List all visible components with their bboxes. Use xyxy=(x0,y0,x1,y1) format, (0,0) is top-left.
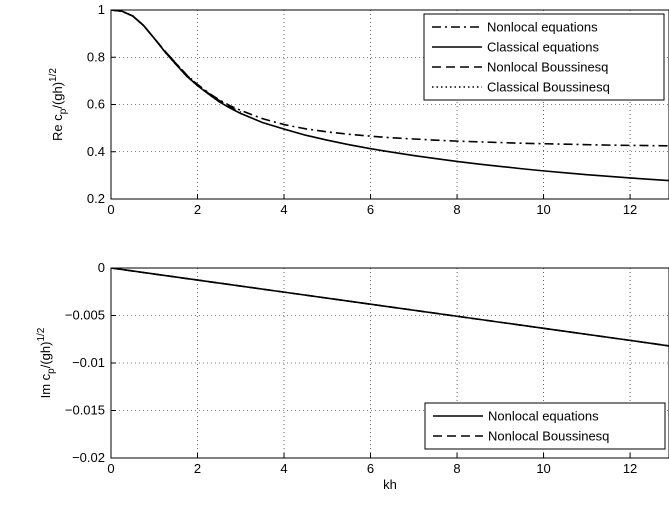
y-tick-label: 0 xyxy=(98,260,105,275)
chart-panel-2: 0 2 4 6 8 10 12 −0.02 −0.015 −0.01 −0.005 0 Im cp/(g… xyxy=(36,260,669,492)
legend-label: Nonlocal equations xyxy=(487,20,598,35)
legend-label: Classical Boussinesq xyxy=(487,80,610,95)
y-tick-label: −0.015 xyxy=(65,403,105,418)
y-tick-label: 1 xyxy=(98,2,105,17)
y-tick-label: −0.005 xyxy=(65,308,105,323)
y-tick-label: −0.01 xyxy=(72,355,105,370)
legend-label: Nonlocal Boussinesq xyxy=(488,429,609,444)
x-axis-label: kh xyxy=(383,477,397,492)
x-tick-label: 12 xyxy=(623,461,637,476)
x-tick-label: 10 xyxy=(536,461,550,476)
x-tick-label: 10 xyxy=(536,202,550,217)
series-line-nonlocal-equations xyxy=(111,10,669,147)
y-tick-label: 0.6 xyxy=(87,97,105,112)
x-tick-label: 2 xyxy=(194,461,201,476)
x-tick-label: 6 xyxy=(367,202,374,217)
x-tick-label: 0 xyxy=(107,461,114,476)
x-tick-label: 2 xyxy=(194,202,201,217)
series-line-nonlocal-equations xyxy=(111,268,669,347)
y-tick-label: 0.8 xyxy=(87,49,105,64)
y-tick-label: −0.02 xyxy=(72,450,105,465)
chart-panel-1: 0 2 4 6 8 10 12 0.2 0.4 0.6 0.8 1 Re cp/(gh)1/2 Nonlo… xyxy=(48,2,669,217)
legend: Nonlocal equations Classical equations Non… xyxy=(423,13,665,101)
legend-label: Nonlocal Boussinesq xyxy=(487,60,608,75)
x-tick-label: 8 xyxy=(453,461,460,476)
x-tick-label: 8 xyxy=(453,202,460,217)
legend-box xyxy=(424,402,666,450)
y-axis-label: Im cp/(gh)1/2 xyxy=(36,327,57,398)
x-tick-label: 12 xyxy=(623,202,637,217)
legend: Nonlocal equations Nonlocal Boussinesq xyxy=(424,402,666,450)
y-tick-label: 0.2 xyxy=(87,191,105,206)
y-tick-label: 0.4 xyxy=(87,144,105,159)
x-tick-label: 6 xyxy=(367,461,374,476)
legend-label: Nonlocal equations xyxy=(488,409,599,424)
y-axis-label: Re cp/(gh)1/2 xyxy=(48,68,69,141)
x-tick-label: 0 xyxy=(107,202,114,217)
legend-label: Classical equations xyxy=(487,40,600,55)
legend-box xyxy=(423,13,665,101)
x-tick-label: 4 xyxy=(280,461,287,476)
x-tick-label: 4 xyxy=(280,202,287,217)
